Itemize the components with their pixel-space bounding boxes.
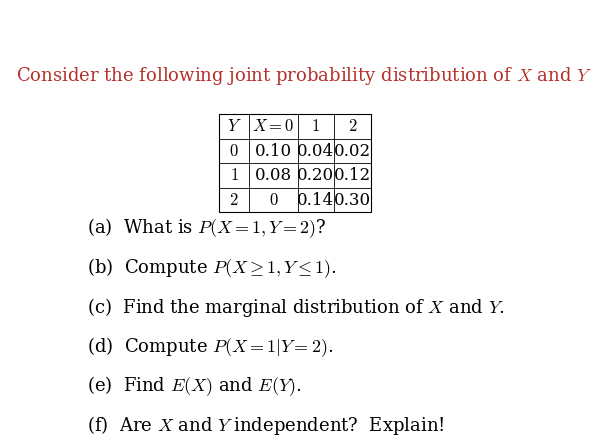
Text: $1$: $1$ — [230, 167, 239, 184]
Text: 0.10: 0.10 — [255, 143, 292, 160]
Text: (b)  Compute $P(X\geq 1, Y\leq 1)$.: (b) Compute $P(X\geq 1, Y\leq 1)$. — [87, 256, 337, 280]
Text: $2$: $2$ — [229, 191, 239, 209]
Text: 0.08: 0.08 — [255, 167, 292, 184]
Text: 0.14: 0.14 — [298, 191, 334, 209]
Text: 0.30: 0.30 — [334, 191, 371, 209]
Text: (a)  What is $P(X=1, Y=2)$?: (a) What is $P(X=1, Y=2)$? — [87, 217, 327, 240]
Text: 0.04: 0.04 — [298, 143, 334, 160]
Text: (e)  Find $E(X)$ and $E(Y)$.: (e) Find $E(X)$ and $E(Y)$. — [87, 374, 302, 398]
Text: 0.02: 0.02 — [334, 143, 371, 160]
Text: $1$: $1$ — [311, 118, 320, 135]
Text: $2$: $2$ — [348, 118, 358, 135]
Text: (f)  Are $X$ and $Y$ independent?  Explain!: (f) Are $X$ and $Y$ independent? Explain… — [87, 414, 445, 437]
Text: $X=0$: $X=0$ — [252, 118, 295, 135]
Text: (d)  Compute $P(X=1|Y=2)$.: (d) Compute $P(X=1|Y=2)$. — [87, 335, 333, 358]
Text: (c)  Find the marginal distribution of $X$ and $Y$.: (c) Find the marginal distribution of $X… — [87, 296, 505, 319]
Text: 0.12: 0.12 — [334, 167, 371, 184]
Text: 0.20: 0.20 — [298, 167, 334, 184]
Text: $Y$: $Y$ — [227, 118, 242, 135]
Text: $0$: $0$ — [229, 143, 239, 160]
Bar — [219, 114, 371, 212]
Text: Consider the following joint probability distribution of $X$ and $Y$: Consider the following joint probability… — [16, 65, 593, 87]
Text: $0$: $0$ — [268, 191, 278, 209]
